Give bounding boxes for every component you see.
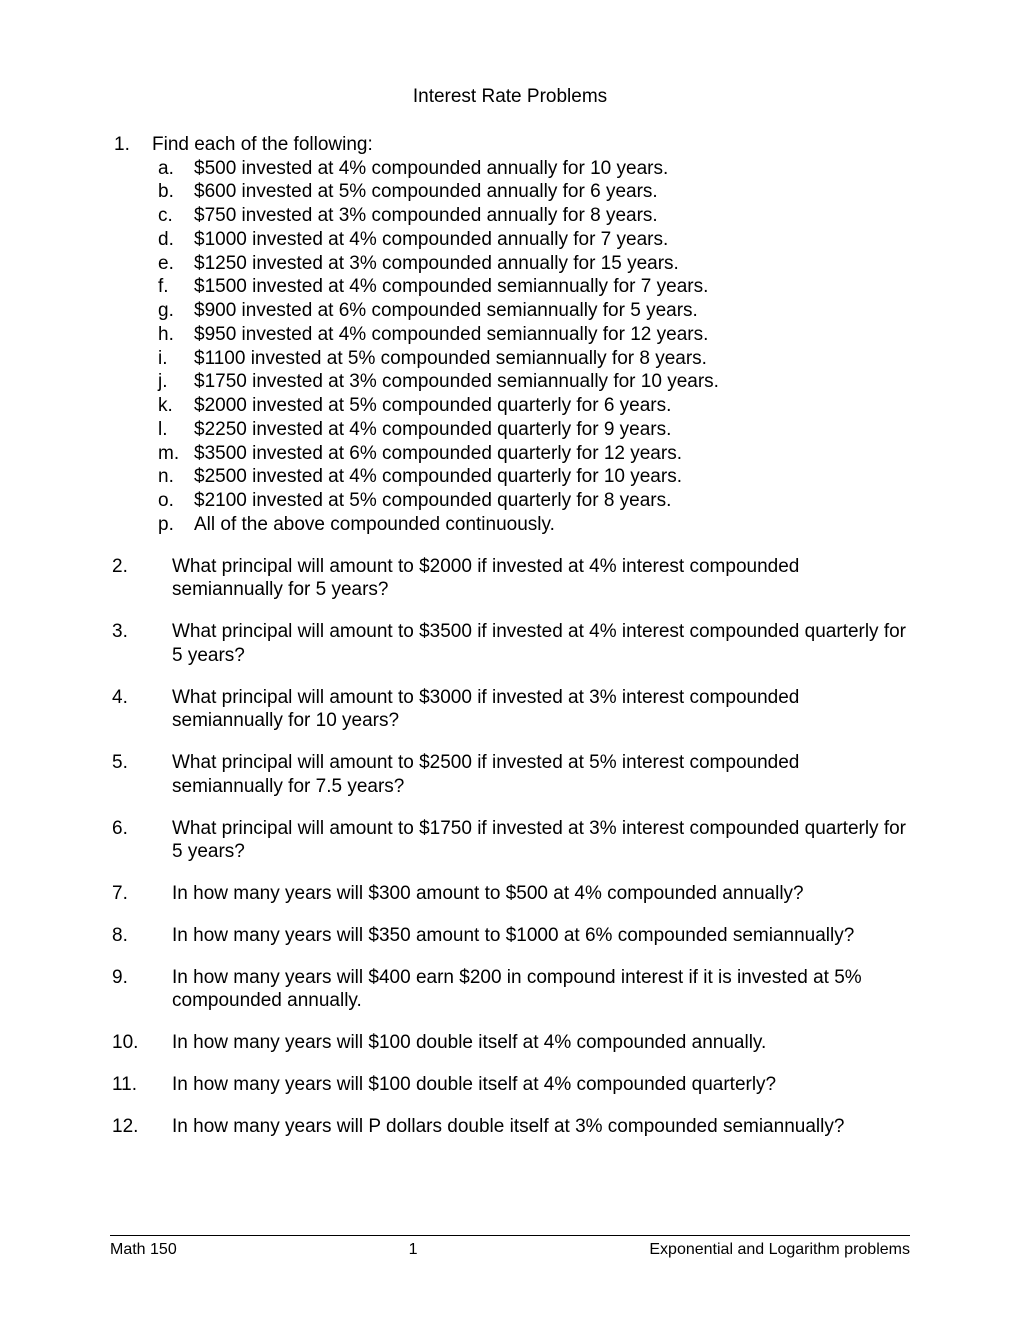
sub-item-letter: o. bbox=[110, 489, 194, 513]
sub-item: g.$900 invested at 6% compounded semiann… bbox=[110, 299, 910, 323]
question-item: 7.In how many years will $300 amount to … bbox=[110, 882, 910, 906]
question-text: In how many years will P dollars double … bbox=[172, 1115, 910, 1139]
question-text: In how many years will $100 double itsel… bbox=[172, 1073, 910, 1097]
sub-item-text: All of the above compounded continuously… bbox=[194, 513, 910, 537]
sub-item: d.$1000 invested at 4% compounded annual… bbox=[110, 228, 910, 252]
sub-item-text: $1750 invested at 3% compounded semiannu… bbox=[194, 370, 910, 394]
question-text: In how many years will $100 double itsel… bbox=[172, 1031, 910, 1055]
sub-item-text: $2250 invested at 4% compounded quarterl… bbox=[194, 418, 910, 442]
question-number: 10. bbox=[110, 1031, 172, 1055]
sub-item: k.$2000 invested at 5% compounded quarte… bbox=[110, 394, 910, 418]
question-item: 10.In how many years will $100 double it… bbox=[110, 1031, 910, 1055]
question-item: 12.In how many years will P dollars doub… bbox=[110, 1115, 910, 1139]
question-text: In how many years will $350 amount to $1… bbox=[172, 924, 910, 948]
sub-item: n.$2500 invested at 4% compounded quarte… bbox=[110, 465, 910, 489]
question-number: 12. bbox=[110, 1115, 172, 1139]
sub-item-text: $1250 invested at 3% compounded annually… bbox=[194, 252, 910, 276]
sub-item-text: $2500 invested at 4% compounded quarterl… bbox=[194, 465, 910, 489]
sub-item-text: $750 invested at 3% compounded annually … bbox=[194, 204, 910, 228]
question-text: In how many years will $300 amount to $5… bbox=[172, 882, 910, 906]
question-number: 5. bbox=[110, 751, 172, 799]
question-text: What principal will amount to $3000 if i… bbox=[172, 686, 910, 734]
question-item: 5.What principal will amount to $2500 if… bbox=[110, 751, 910, 799]
footer-right: Exponential and Logarithm problems bbox=[649, 1240, 910, 1260]
footer-rule bbox=[110, 1235, 910, 1236]
page: Interest Rate Problems 1. Find each of t… bbox=[0, 0, 1020, 1320]
footer: Math 150 1 Exponential and Logarithm pro… bbox=[110, 1235, 910, 1260]
question-item: 4.What principal will amount to $3000 if… bbox=[110, 686, 910, 734]
sub-item-text: $950 invested at 4% compounded semiannua… bbox=[194, 323, 910, 347]
page-title: Interest Rate Problems bbox=[110, 85, 910, 109]
sub-item-letter: j. bbox=[110, 370, 194, 394]
footer-row: Math 150 1 Exponential and Logarithm pro… bbox=[110, 1240, 910, 1260]
question-item: 6.What principal will amount to $1750 if… bbox=[110, 817, 910, 865]
question-number: 6. bbox=[110, 817, 172, 865]
sub-item-letter: c. bbox=[110, 204, 194, 228]
question-number: 2. bbox=[110, 555, 172, 603]
footer-left: Math 150 bbox=[110, 1240, 177, 1260]
sub-item-letter: l. bbox=[110, 418, 194, 442]
question-number: 8. bbox=[110, 924, 172, 948]
question-item: 8.In how many years will $350 amount to … bbox=[110, 924, 910, 948]
sub-item-letter: a. bbox=[110, 157, 194, 181]
sub-item: p.All of the above compounded continuous… bbox=[110, 513, 910, 537]
sub-item-letter: i. bbox=[110, 347, 194, 371]
sub-item: b.$600 invested at 5% compounded annuall… bbox=[110, 180, 910, 204]
sub-item-text: $3500 invested at 6% compounded quarterl… bbox=[194, 442, 910, 466]
sub-item: c.$750 invested at 3% compounded annuall… bbox=[110, 204, 910, 228]
question-number: 11. bbox=[110, 1073, 172, 1097]
question-number: 3. bbox=[110, 620, 172, 668]
question-item: 2.What principal will amount to $2000 if… bbox=[110, 555, 910, 603]
sub-item-letter: k. bbox=[110, 394, 194, 418]
question-number: 1. bbox=[110, 133, 152, 157]
sub-item: i.$1100 invested at 5% compounded semian… bbox=[110, 347, 910, 371]
question-number: 4. bbox=[110, 686, 172, 734]
sub-item-letter: n. bbox=[110, 465, 194, 489]
sub-item: m.$3500 invested at 6% compounded quarte… bbox=[110, 442, 910, 466]
sub-item-letter: b. bbox=[110, 180, 194, 204]
questions-list: 2.What principal will amount to $2000 if… bbox=[110, 555, 910, 1139]
question-number: 7. bbox=[110, 882, 172, 906]
question-text: What principal will amount to $1750 if i… bbox=[172, 817, 910, 865]
sub-item-text: $2000 invested at 5% compounded quarterl… bbox=[194, 394, 910, 418]
sub-item-text: $900 invested at 6% compounded semiannua… bbox=[194, 299, 910, 323]
sub-item: h.$950 invested at 4% compounded semiann… bbox=[110, 323, 910, 347]
question-text: In how many years will $400 earn $200 in… bbox=[172, 966, 910, 1014]
sub-item: j.$1750 invested at 3% compounded semian… bbox=[110, 370, 910, 394]
sub-item: e.$1250 invested at 3% compounded annual… bbox=[110, 252, 910, 276]
footer-center: 1 bbox=[409, 1240, 418, 1260]
question-number: 9. bbox=[110, 966, 172, 1014]
sub-item-text: $1100 invested at 5% compounded semiannu… bbox=[194, 347, 910, 371]
question-item: 9.In how many years will $400 earn $200 … bbox=[110, 966, 910, 1014]
sub-item-letter: h. bbox=[110, 323, 194, 347]
question-text: Find each of the following: bbox=[152, 133, 910, 157]
question-text: What principal will amount to $2500 if i… bbox=[172, 751, 910, 799]
sub-item: l.$2250 invested at 4% compounded quarte… bbox=[110, 418, 910, 442]
question-1-subitems: a.$500 invested at 4% compounded annuall… bbox=[110, 157, 910, 537]
sub-item-letter: f. bbox=[110, 275, 194, 299]
question-item: 3.What principal will amount to $3500 if… bbox=[110, 620, 910, 668]
question-text: What principal will amount to $2000 if i… bbox=[172, 555, 910, 603]
sub-item-text: $2100 invested at 5% compounded quarterl… bbox=[194, 489, 910, 513]
sub-item: a.$500 invested at 4% compounded annuall… bbox=[110, 157, 910, 181]
question-1-header: 1. Find each of the following: bbox=[110, 133, 910, 157]
sub-item-text: $1000 invested at 4% compounded annually… bbox=[194, 228, 910, 252]
sub-item-text: $500 invested at 4% compounded annually … bbox=[194, 157, 910, 181]
sub-item-letter: e. bbox=[110, 252, 194, 276]
sub-item: f.$1500 invested at 4% compounded semian… bbox=[110, 275, 910, 299]
sub-item-letter: g. bbox=[110, 299, 194, 323]
question-text: What principal will amount to $3500 if i… bbox=[172, 620, 910, 668]
sub-item-letter: p. bbox=[110, 513, 194, 537]
question-item: 11.In how many years will $100 double it… bbox=[110, 1073, 910, 1097]
sub-item-text: $1500 invested at 4% compounded semiannu… bbox=[194, 275, 910, 299]
sub-item: o.$2100 invested at 5% compounded quarte… bbox=[110, 489, 910, 513]
sub-item-text: $600 invested at 5% compounded annually … bbox=[194, 180, 910, 204]
sub-item-letter: m. bbox=[110, 442, 194, 466]
sub-item-letter: d. bbox=[110, 228, 194, 252]
